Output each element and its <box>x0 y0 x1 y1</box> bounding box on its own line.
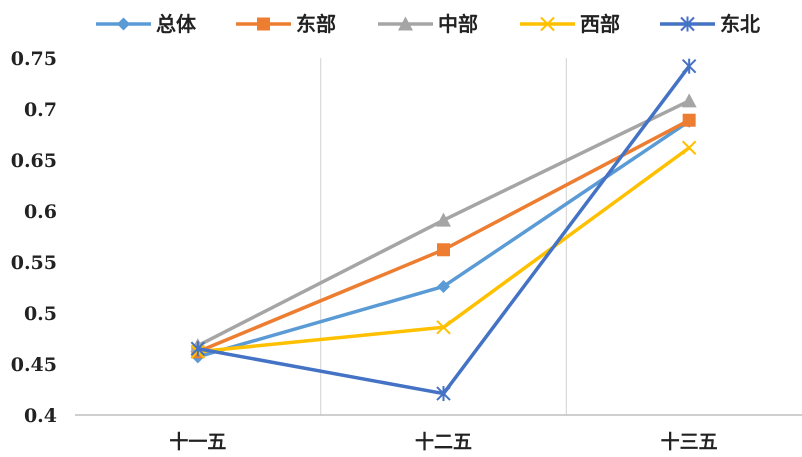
x-tick-label: 十二五 <box>415 430 472 453</box>
y-tick-label: 0.65 <box>11 150 57 172</box>
data-point <box>398 16 413 31</box>
marker-stroke <box>540 16 555 32</box>
x-tick-label: 十一五 <box>169 430 226 453</box>
legend-item: 东部 <box>236 12 336 36</box>
y-tick-label: 0.55 <box>11 252 57 274</box>
y-tick-label: 0.6 <box>24 201 57 223</box>
y-tick-label: 0.7 <box>24 99 57 121</box>
legend-label: 东部 <box>296 12 336 36</box>
series-5 <box>190 58 697 402</box>
data-point <box>681 140 697 155</box>
data-point <box>436 386 451 402</box>
y-tick-label: 0.4 <box>24 405 57 427</box>
data-point <box>681 93 697 108</box>
data-point <box>680 16 695 32</box>
data-point <box>436 320 451 335</box>
series-line <box>197 118 690 354</box>
legend-item: 西部 <box>520 12 620 36</box>
grid-lines <box>320 58 567 415</box>
y-axis: 0.4 0.45 0.5 0.55 0.6 0.65 0.7 0.75 <box>11 48 57 427</box>
legend-label: 总体 <box>156 12 197 36</box>
data-point <box>682 113 696 127</box>
x-tick-label: 十三五 <box>661 430 718 453</box>
y-tick-label: 0.45 <box>11 354 57 376</box>
marker-stroke <box>681 140 697 155</box>
legend-item: 总体 <box>96 12 197 36</box>
data-point <box>436 212 451 227</box>
marker-stroke <box>436 320 451 335</box>
data-point <box>117 17 130 31</box>
legend-label: 东北 <box>720 12 760 36</box>
data-point <box>257 17 270 31</box>
series-3 <box>190 93 697 353</box>
plot-area <box>190 58 697 402</box>
legend-item: 东北 <box>660 12 760 36</box>
data-point <box>190 341 206 357</box>
legend-item: 中部 <box>378 12 478 36</box>
y-tick-label: 0.5 <box>24 303 57 325</box>
y-tick-label: 0.75 <box>11 48 57 70</box>
data-point <box>681 58 697 74</box>
data-point <box>437 279 450 293</box>
data-point <box>437 243 450 257</box>
data-point <box>540 16 555 32</box>
x-axis: 十一五 十二五 十三五 <box>75 414 802 453</box>
series-2 <box>191 113 696 359</box>
legend-label: 中部 <box>438 12 478 36</box>
legend: 总体 东部 中部 西部 东北 <box>96 12 760 36</box>
legend-label: 西部 <box>580 12 620 36</box>
